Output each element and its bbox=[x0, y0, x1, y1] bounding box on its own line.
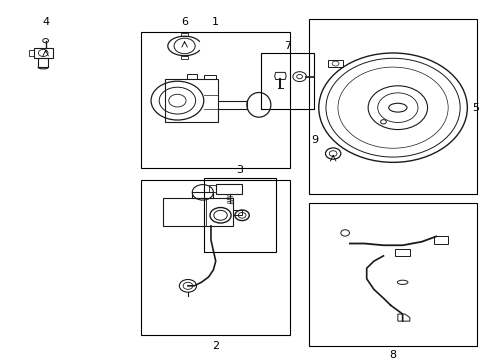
Text: 1: 1 bbox=[212, 17, 219, 27]
Text: 4: 4 bbox=[42, 17, 49, 27]
Text: 2: 2 bbox=[212, 341, 219, 351]
Text: 8: 8 bbox=[389, 350, 396, 360]
Text: 6: 6 bbox=[181, 17, 188, 27]
Text: 9: 9 bbox=[311, 135, 318, 145]
Text: 7: 7 bbox=[284, 41, 290, 51]
Text: 3: 3 bbox=[236, 165, 243, 175]
Text: 5: 5 bbox=[471, 103, 478, 113]
Circle shape bbox=[42, 39, 48, 43]
